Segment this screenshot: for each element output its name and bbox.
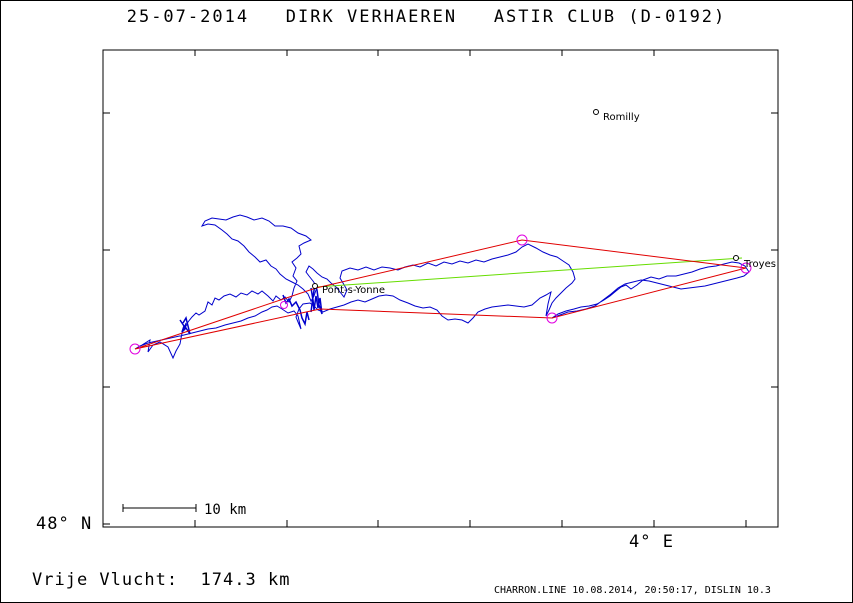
baseline-line [315,257,743,288]
pont-marker [312,283,318,289]
glider-name: ASTIR CLUB (D-0192) [493,7,727,27]
turnpoint-1 [516,234,528,246]
scale-bar-label: 10 km [204,502,246,518]
flight-title: 25-07-2014 DIRK VERHAEREN ASTIR CLUB (D-… [0,7,853,27]
track-squiggle-3 [282,294,310,327]
pilot-name: DIRK VERHAEREN [285,7,458,27]
turnpoint-3 [546,312,558,324]
task-triangle [134,239,747,350]
free-flight-value: 174.3 km [200,570,291,590]
lat-ticks [103,112,778,525]
scale-bar [122,504,197,512]
free-flight-distance: Vrije Vlucht: 174.3 km [32,570,290,590]
troyes-marker [733,255,739,261]
pont-label: Pont-s-Yonne [322,285,385,296]
lon-ticks [194,50,747,527]
turnpoint-start [129,343,141,355]
turnpoint-2 [740,262,752,274]
map-frame [102,49,779,528]
turnpoint-finish [280,301,288,309]
latitude-label: 48° N [36,514,93,534]
free-flight-label: Vrije Vlucht: [32,570,179,590]
romilly-marker [593,109,599,115]
track-squiggle-2 [179,316,191,335]
gps-track [134,214,576,360]
flight-date: 25-07-2014 [126,7,250,27]
longitude-label: 4° E [629,532,674,552]
footer-info: CHARRON.LINE 10.08.2014, 20:50:17, DISLI… [494,585,771,596]
romilly-label: Romilly [603,112,640,123]
troyes-label: Troyes [743,259,776,270]
